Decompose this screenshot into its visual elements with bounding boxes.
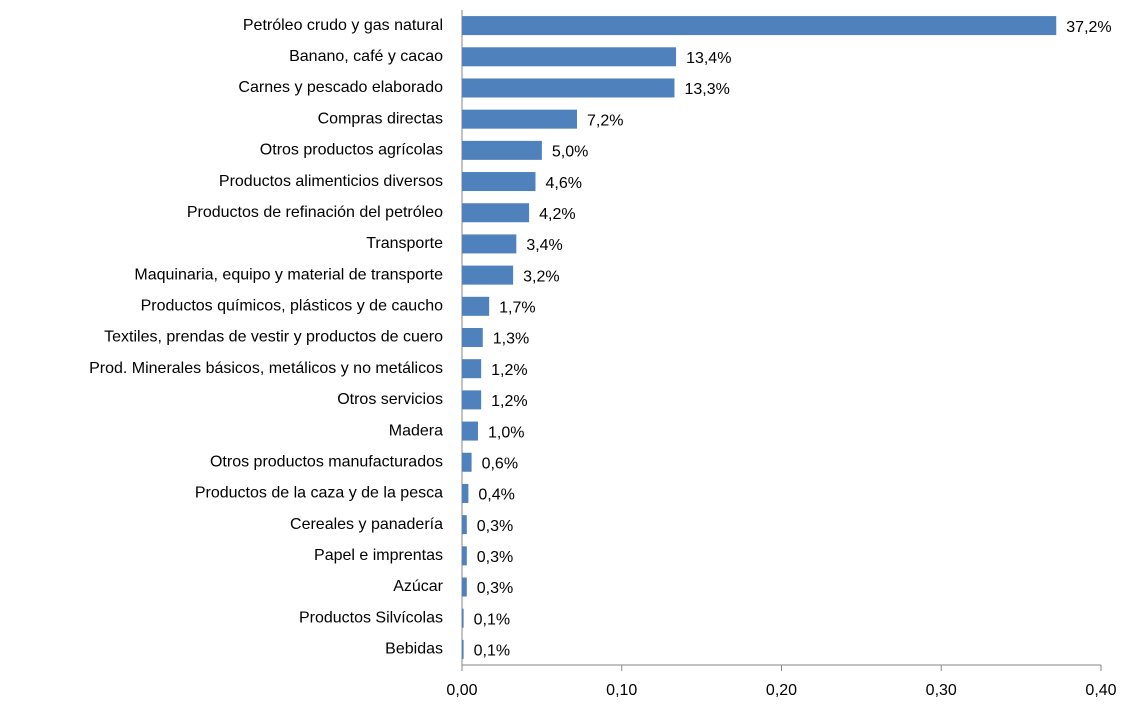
x-tick-label: 0,30 [926, 682, 957, 699]
x-tick-label: 0,40 [1085, 682, 1116, 699]
y-tick-label: Azúcar [393, 578, 443, 595]
value-label: 7,2% [587, 112, 623, 129]
y-tick-label: Maquinaria, equipo y material de transpo… [134, 266, 443, 283]
value-label: 0,1% [474, 611, 510, 628]
y-tick-label: Bebidas [385, 641, 443, 658]
value-label: 0,4% [478, 487, 514, 504]
value-label: 1,3% [493, 331, 529, 348]
y-tick-label: Productos de la caza y de la pesca [195, 485, 443, 502]
y-tick-label: Prod. Minerales básicos, metálicos y no … [89, 360, 443, 377]
y-tick-label: Cereales y panadería [290, 516, 443, 533]
y-tick-label: Otros productos agrícolas [260, 142, 443, 159]
x-tick-label: 0,20 [766, 682, 797, 699]
bar [462, 109, 578, 129]
value-label: 1,2% [491, 362, 527, 379]
y-tick-label: Banano, café y cacao [289, 48, 443, 65]
value-label: 1,7% [499, 300, 535, 317]
bar [462, 359, 482, 379]
bar [462, 296, 490, 316]
x-tick-label: 0,10 [606, 682, 637, 699]
bar [462, 140, 542, 160]
value-label: 0,1% [474, 643, 510, 660]
bar [462, 47, 677, 67]
bar [462, 234, 517, 254]
bar [462, 639, 464, 659]
y-tick-label: Compras directas [318, 110, 443, 127]
value-label: 0,3% [477, 518, 513, 535]
value-label: 0,3% [477, 580, 513, 597]
bar [462, 265, 514, 285]
bar [462, 203, 530, 223]
y-tick-label: Madera [389, 422, 443, 439]
bar [462, 172, 536, 192]
value-label: 3,4% [526, 237, 562, 254]
value-label: 4,2% [539, 206, 575, 223]
bar [462, 328, 483, 347]
y-tick-label: Productos químicos, plásticos y de cauch… [141, 298, 443, 315]
x-tick-label: 0,00 [446, 682, 477, 699]
value-label: 0,6% [482, 455, 518, 472]
bar [462, 421, 478, 441]
bar [462, 577, 467, 597]
bar [462, 16, 1057, 36]
y-tick-label: Transporte [366, 235, 443, 252]
y-tick-label: Petróleo crudo y gas natural [243, 17, 443, 34]
bar [462, 452, 472, 472]
value-label: 13,3% [684, 81, 729, 98]
bar [462, 608, 464, 628]
value-label: 0,3% [477, 549, 513, 566]
y-tick-label: Papel e imprentas [314, 547, 443, 564]
bar [462, 483, 469, 503]
value-label: 1,0% [488, 424, 524, 441]
y-tick-label: Carnes y pescado elaborado [238, 79, 443, 96]
y-tick-label: Productos alimenticios diversos [219, 173, 443, 190]
value-label: 4,6% [545, 175, 581, 192]
value-label: 1,2% [491, 393, 527, 410]
bar [462, 390, 482, 410]
bar [462, 515, 467, 535]
value-label: 37,2% [1066, 19, 1111, 36]
y-tick-label: Otros productos manufacturados [210, 453, 443, 470]
value-label: 3,2% [523, 268, 559, 285]
bar [462, 78, 675, 98]
bar [462, 546, 467, 566]
value-label: 13,4% [686, 50, 731, 67]
y-tick-label: Otros servicios [337, 391, 443, 408]
y-tick-label: Productos de refinación del petróleo [187, 204, 443, 221]
y-tick-label: Productos Silvícolas [299, 609, 443, 626]
y-tick-label: Textiles, prendas de vestir y productos … [104, 329, 443, 346]
value-label: 5,0% [552, 144, 588, 161]
